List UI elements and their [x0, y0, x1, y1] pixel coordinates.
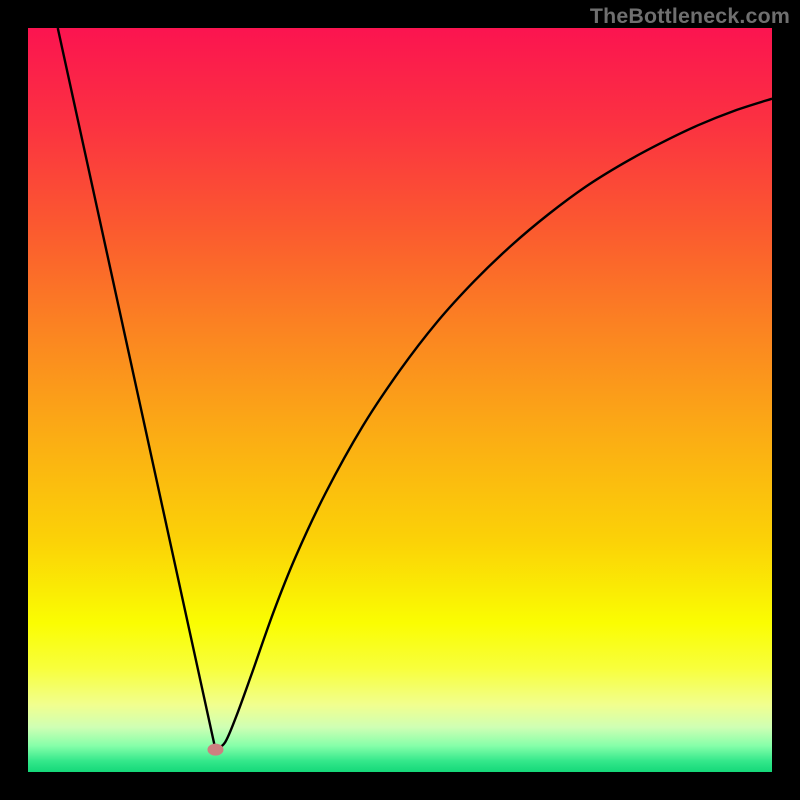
plot-area — [28, 28, 772, 772]
chart-stage: TheBottleneck.com — [0, 0, 800, 800]
curve-right-segment — [215, 99, 772, 750]
curve-left-segment — [58, 28, 216, 750]
curve-layer — [28, 28, 772, 772]
minimum-marker — [207, 744, 223, 756]
watermark-text: TheBottleneck.com — [590, 4, 790, 29]
